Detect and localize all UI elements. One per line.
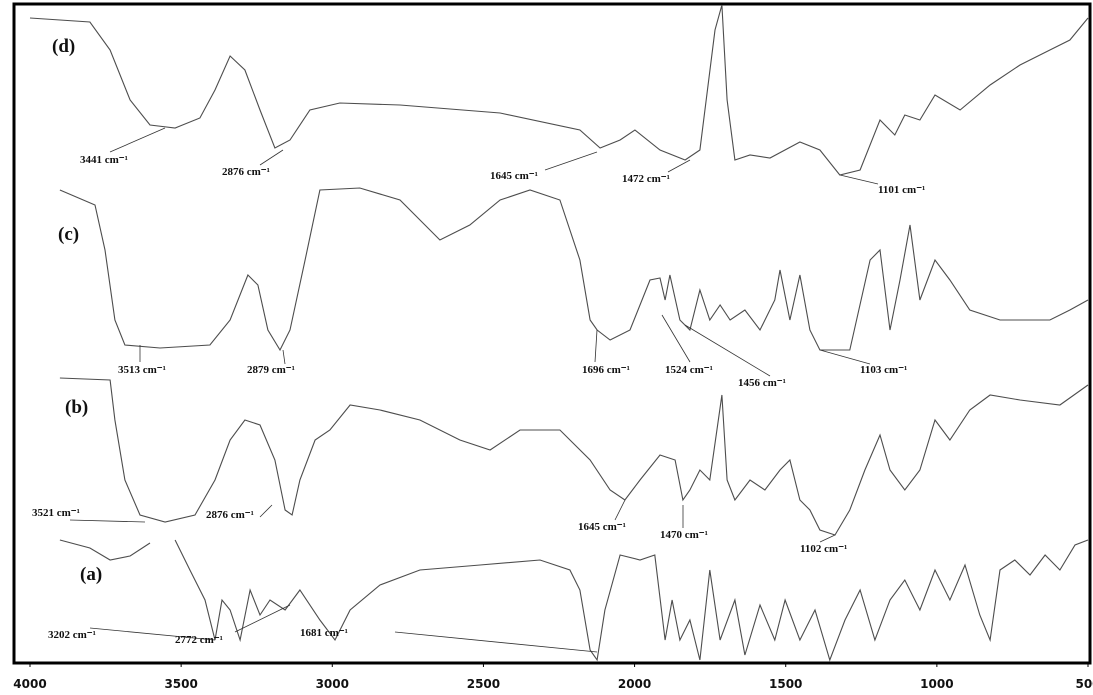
- annotation: 3513 cm⁻¹: [118, 364, 166, 376]
- spectrum-line: [29, 4, 1089, 176]
- annotation-leader: [394, 631, 598, 653]
- annotation-leader: [594, 329, 598, 363]
- annotation: 1645 cm⁻¹: [490, 170, 538, 182]
- annotation-leader: [234, 604, 291, 633]
- x-tick-label: 3500: [164, 677, 197, 691]
- x-tick-label: 3000: [316, 677, 349, 691]
- annotation-leader: [69, 519, 146, 523]
- annotation-leader: [109, 127, 166, 153]
- annotation-leader: [259, 504, 273, 518]
- annotation-leader: [661, 314, 691, 363]
- annotation-leader: [667, 159, 691, 173]
- annotation: 1696 cm⁻¹: [582, 364, 630, 376]
- annotation: 1470 cm⁻¹: [660, 529, 708, 541]
- annotation: 3202 cm⁻¹: [48, 629, 96, 641]
- x-tick-label: 4000: [13, 677, 46, 691]
- series-label: (a): [80, 564, 102, 585]
- series-label: (d): [52, 36, 75, 57]
- x-tick-label: 1000: [920, 677, 953, 691]
- annotation: 1103 cm⁻¹: [860, 364, 907, 376]
- annotation: 1102 cm⁻¹: [800, 543, 847, 555]
- annotation: 3441 cm⁻¹: [80, 154, 128, 166]
- series-label: (b): [65, 397, 88, 418]
- annotation-leader: [819, 534, 836, 543]
- annotation-leader: [544, 151, 598, 171]
- annotation: 2876 cm⁻¹: [206, 509, 254, 521]
- annotation-leader: [282, 349, 286, 365]
- series-label: (c): [58, 224, 79, 245]
- frame: [12, 2, 1092, 665]
- spectrum-line: [59, 377, 1089, 536]
- annotation-leader: [614, 499, 626, 521]
- annotation-leader: [684, 324, 771, 377]
- annotation: 1681 cm⁻¹: [300, 627, 348, 639]
- annotation: 2772 cm⁻¹: [175, 634, 223, 646]
- annotation: 1101 cm⁻¹: [878, 184, 925, 196]
- annotation-leader: [259, 149, 284, 166]
- annotation: 1456 cm⁻¹: [738, 377, 786, 389]
- spectrum-line: [59, 187, 1089, 352]
- annotation: 3521 cm⁻¹: [32, 507, 80, 519]
- annotation-leader: [839, 174, 879, 185]
- annotation: 1472 cm⁻¹: [622, 173, 670, 185]
- x-tick-label: 2500: [467, 677, 500, 691]
- annotation-leader: [819, 349, 871, 365]
- x-tick-label: 500: [1075, 677, 1093, 691]
- x-tick-label: 2000: [618, 677, 651, 691]
- annotation: 1524 cm⁻¹: [665, 364, 713, 376]
- annotation: 2876 cm⁻¹: [222, 166, 270, 178]
- annotation-leader: [89, 627, 216, 641]
- x-tick-label: 1500: [769, 677, 802, 691]
- annotation: 1645 cm⁻¹: [578, 521, 626, 533]
- annotation: 2879 cm⁻¹: [247, 364, 295, 376]
